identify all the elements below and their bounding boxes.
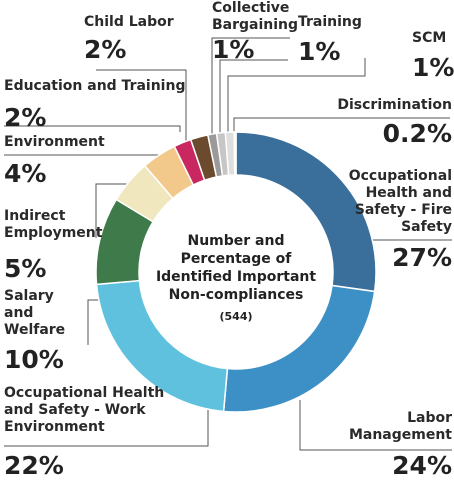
value-label: 24% bbox=[392, 451, 452, 480]
value-label: 2% bbox=[4, 103, 47, 132]
category-label: Discrimination bbox=[337, 97, 452, 113]
category-label: SCM bbox=[412, 30, 447, 46]
donut-segment bbox=[233, 131, 237, 176]
leader-line bbox=[96, 69, 187, 146]
leader-line bbox=[211, 37, 290, 140]
leader-line bbox=[299, 400, 452, 451]
center-label: Number and Percentage of Identified Impo… bbox=[146, 232, 326, 326]
value-label: 10% bbox=[4, 345, 64, 374]
value-label: 1% bbox=[412, 53, 454, 82]
category-label: Environment bbox=[4, 134, 105, 150]
value-label: 5% bbox=[4, 254, 47, 283]
value-label: 1% bbox=[212, 35, 255, 64]
category-label: Salary and Welfare bbox=[4, 288, 66, 338]
category-label: Collective Bargaining bbox=[212, 0, 299, 33]
category-label: Education and Training bbox=[4, 78, 186, 94]
chart-title: Number and Percentage of Identified Impo… bbox=[155, 233, 317, 303]
leader-line bbox=[4, 410, 209, 447]
value-label: 22% bbox=[4, 451, 64, 480]
category-label: Labor Management bbox=[348, 410, 452, 443]
category-label: Indirect Employment bbox=[4, 208, 103, 241]
value-label: 4% bbox=[4, 159, 47, 188]
category-label: Training bbox=[298, 14, 362, 30]
leader-line bbox=[95, 183, 128, 238]
value-label: 27% bbox=[392, 243, 452, 272]
leader-line bbox=[233, 117, 450, 134]
leader-line bbox=[219, 59, 288, 138]
category-label: Child Labor bbox=[84, 14, 174, 30]
category-label: Occupational Health and Safety - Fire Sa… bbox=[348, 168, 452, 235]
leader-line bbox=[4, 125, 181, 132]
value-label: 0.2% bbox=[382, 119, 452, 148]
leader-line bbox=[227, 58, 366, 136]
chart-subtitle: (544) bbox=[219, 310, 253, 323]
category-label: Occupational Health and Safety - Work En… bbox=[4, 385, 165, 435]
value-label: 1% bbox=[298, 37, 341, 66]
leader-line bbox=[87, 299, 100, 345]
value-label: 2% bbox=[84, 35, 127, 64]
